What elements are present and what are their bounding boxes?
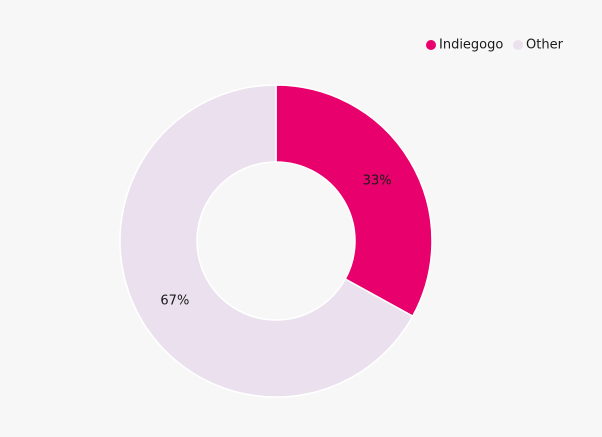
legend-swatch [426, 40, 436, 50]
donut-slice [119, 84, 414, 398]
legend-swatch [513, 40, 523, 50]
legend-label: Indiegogo [439, 38, 503, 53]
donut-slice [275, 84, 433, 318]
data-label: 67% [160, 293, 189, 308]
data-label: 33% [363, 174, 392, 189]
legend-label: Other [526, 38, 564, 53]
